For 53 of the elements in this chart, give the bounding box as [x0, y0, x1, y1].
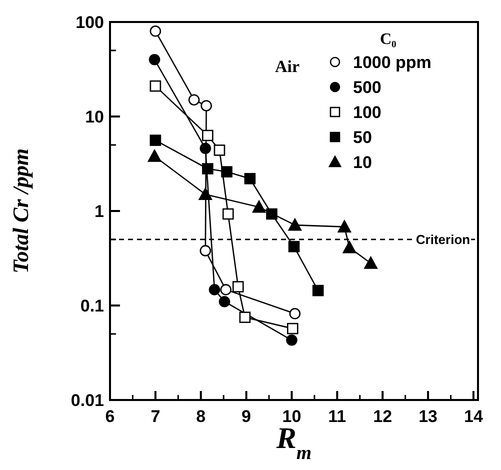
legend-label: 10 — [353, 152, 372, 172]
x-tick-label: 13 — [418, 407, 438, 426]
x-tick-label: 8 — [196, 407, 206, 426]
point — [198, 188, 212, 200]
point — [288, 218, 302, 231]
annotation: Air — [275, 57, 300, 76]
point — [188, 94, 200, 106]
point — [286, 334, 298, 346]
point — [214, 144, 226, 156]
point — [148, 54, 160, 66]
y-tick-label: 10 — [85, 107, 104, 126]
legend-label: 100 — [353, 102, 382, 122]
point — [220, 284, 232, 296]
legend-label: 50 — [353, 128, 372, 147]
point — [342, 240, 356, 254]
legend-title: C₀ — [380, 31, 397, 48]
point — [200, 142, 212, 154]
x-tick-label: 14 — [464, 407, 484, 426]
x-tick-label: 7 — [150, 407, 160, 426]
point — [150, 134, 162, 146]
point — [150, 26, 162, 37]
x-tick-label: 6 — [105, 407, 115, 426]
point — [202, 130, 214, 142]
y-tick-label: 0.1 — [80, 296, 104, 316]
point — [288, 240, 300, 252]
y-tick-label: 1 — [94, 202, 104, 221]
point — [148, 150, 162, 162]
point — [286, 322, 298, 334]
point — [252, 200, 266, 213]
ref-line-label: Criterion — [416, 232, 470, 247]
point — [222, 208, 234, 220]
y-axis-title: Total Cr /ppm — [8, 148, 33, 274]
y-tick-label: 0.01 — [70, 390, 104, 410]
point — [200, 245, 212, 256]
point — [338, 220, 352, 232]
legend-label: 500 — [353, 78, 382, 97]
point — [232, 281, 244, 292]
point — [200, 100, 212, 112]
point — [221, 166, 232, 178]
point — [208, 284, 220, 296]
x-tick-label: 9 — [242, 407, 252, 426]
legend-label: 1000 ppm — [353, 52, 432, 72]
point — [150, 80, 162, 92]
y-tick-label: 100 — [76, 12, 104, 32]
point — [312, 284, 324, 296]
x-tick-label: 11 — [328, 407, 346, 426]
point — [244, 172, 256, 184]
point — [202, 163, 214, 174]
point — [289, 308, 301, 320]
point — [218, 296, 230, 308]
point — [364, 256, 378, 269]
x-tick-label: 12 — [373, 407, 392, 426]
point — [239, 312, 251, 323]
